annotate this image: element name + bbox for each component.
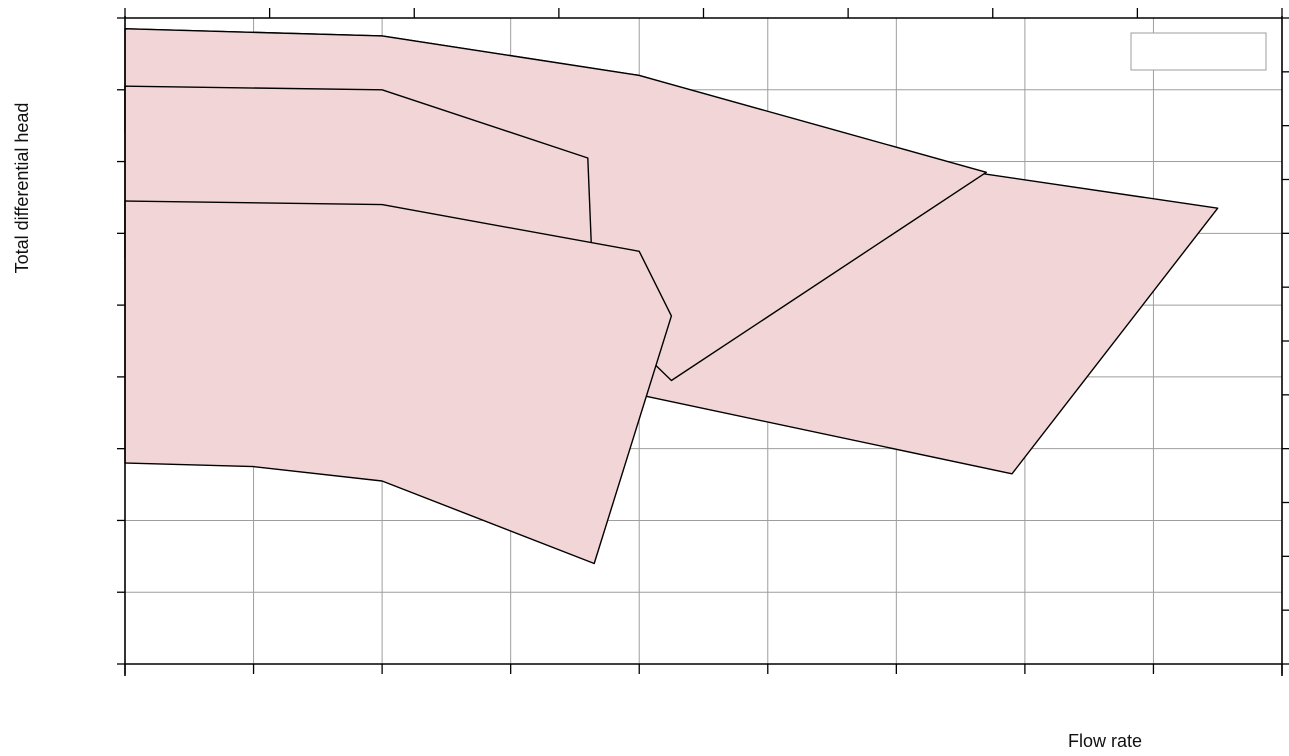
- x-axis-label: Flow rate: [1068, 731, 1142, 751]
- y-axis-label: Total differential head: [12, 103, 32, 274]
- series-envelope-4: [124, 200, 673, 565]
- legend-box: [1130, 32, 1267, 71]
- axis-layer: [117, 8, 1289, 676]
- series-layer: [124, 28, 1219, 565]
